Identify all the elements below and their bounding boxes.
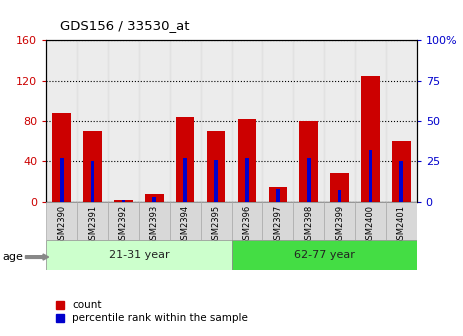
Bar [269,187,287,202]
Bar [386,40,417,202]
Text: GDS156 / 33530_at: GDS156 / 33530_at [60,19,190,32]
Bar [232,202,263,240]
Bar [232,240,417,270]
Bar [207,131,225,202]
Text: 21-31 year: 21-31 year [109,250,169,260]
Bar [238,119,256,202]
Bar [77,202,108,240]
Text: GSM2392: GSM2392 [119,205,128,245]
Bar [152,197,156,202]
Bar [83,131,102,202]
Bar [122,200,125,202]
Bar [355,40,386,202]
Text: GSM2390: GSM2390 [57,205,66,245]
Bar [293,202,324,240]
Text: GSM2398: GSM2398 [304,205,313,245]
Bar [307,158,311,202]
Bar [139,40,170,202]
Bar [108,202,139,240]
Bar [330,173,349,202]
Bar [214,160,218,202]
Bar [46,40,77,202]
Text: GSM2393: GSM2393 [150,205,159,245]
Text: GSM2394: GSM2394 [181,205,190,245]
Bar [263,40,293,202]
Legend: count, percentile rank within the sample: count, percentile rank within the sample [51,296,252,327]
Bar [324,40,355,202]
Text: GSM2399: GSM2399 [335,205,344,245]
Bar [392,141,411,202]
Bar [263,202,293,240]
Bar [386,202,417,240]
Bar [369,150,372,202]
Bar [145,194,163,202]
Text: GSM2401: GSM2401 [397,205,406,245]
Bar [361,76,380,202]
Bar [114,200,133,202]
Bar [183,158,187,202]
Text: age: age [2,252,23,262]
Bar [324,202,355,240]
Text: GSM2391: GSM2391 [88,205,97,245]
Bar [77,40,108,202]
Bar [60,158,63,202]
Bar [46,240,232,270]
Bar [52,113,71,202]
Text: 62-77 year: 62-77 year [294,250,355,260]
Bar [200,40,232,202]
Bar [355,202,386,240]
Bar [245,158,249,202]
Bar [91,161,94,202]
Text: GSM2397: GSM2397 [273,205,282,245]
Bar [46,202,77,240]
Bar [400,161,403,202]
Bar [338,190,341,202]
Text: GSM2396: GSM2396 [243,205,251,245]
Bar [300,121,318,202]
Bar [170,202,200,240]
Bar [232,40,263,202]
Bar [293,40,324,202]
Text: GSM2400: GSM2400 [366,205,375,245]
Bar [200,202,232,240]
Bar [108,40,139,202]
Bar [176,117,194,202]
Bar [170,40,200,202]
Bar [276,189,280,202]
Text: GSM2395: GSM2395 [212,205,220,245]
Bar [139,202,170,240]
